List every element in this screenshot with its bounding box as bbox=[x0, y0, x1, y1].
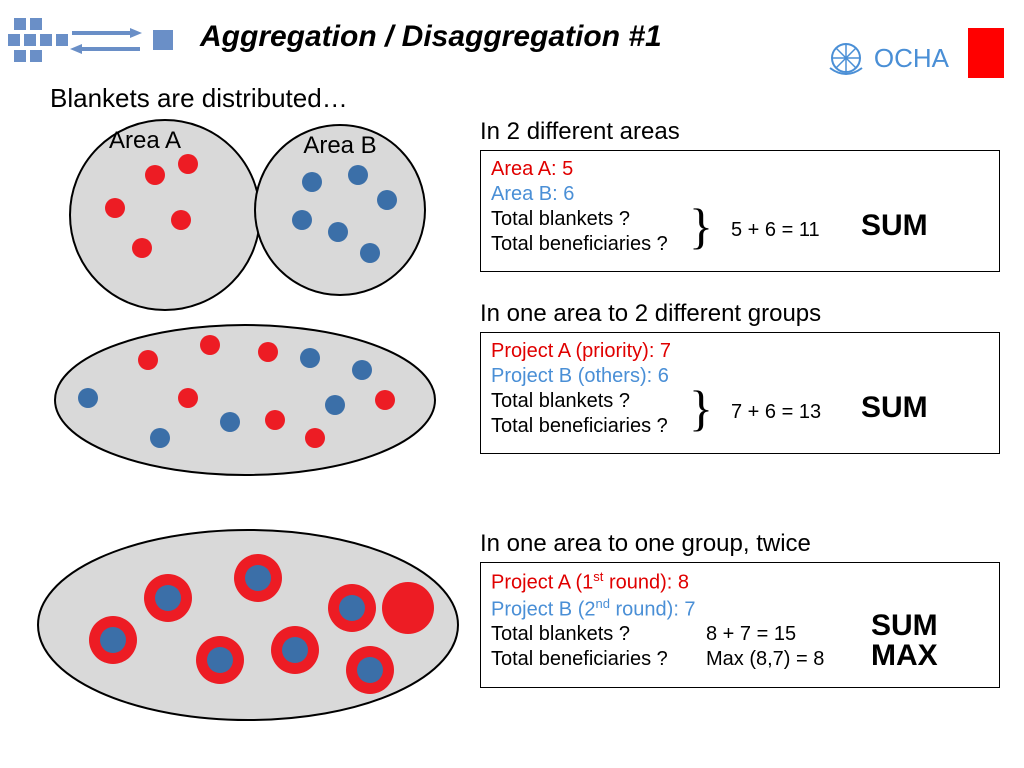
diagram-two-areas: Area A Area B bbox=[70, 120, 425, 310]
section2-op: SUM bbox=[861, 391, 928, 425]
section3-calc2: Max (8,7) = 8 bbox=[706, 648, 824, 671]
section2-box: Project A (priority): 7 Project B (other… bbox=[480, 332, 1000, 454]
section-two-areas: In 2 different areas Area A: 5 Area B: 6… bbox=[480, 118, 1000, 272]
diagram-twice bbox=[38, 530, 458, 720]
section1-header: In 2 different areas bbox=[480, 118, 1000, 146]
un-emblem-icon bbox=[826, 38, 866, 78]
section1-box: Area A: 5 Area B: 6 Total blankets ? Tot… bbox=[480, 150, 1000, 272]
section3-box: Project A (1st round): 8 Project B (2nd … bbox=[480, 562, 1000, 688]
diagrams-canvas: Area A Area B bbox=[0, 0, 470, 760]
brace-icon: } bbox=[689, 201, 713, 251]
red-rect-icon bbox=[968, 28, 1004, 78]
section3-op2: MAX bbox=[871, 639, 938, 673]
section-two-groups: In one area to 2 different groups Projec… bbox=[480, 300, 1000, 454]
section1-line-a: Area A: 5 bbox=[491, 157, 989, 182]
section1-line-b: Area B: 6 bbox=[491, 182, 989, 207]
ocha-logo: OCHA bbox=[826, 38, 949, 78]
section1-op: SUM bbox=[861, 209, 928, 243]
section2-line-a: Project A (priority): 7 bbox=[491, 339, 989, 364]
section2-line-b: Project B (others): 6 bbox=[491, 364, 989, 389]
section3-line-a: Project A (1st round): 8 bbox=[491, 569, 989, 596]
section3-op1: SUM bbox=[871, 609, 938, 643]
diagram-two-groups bbox=[55, 325, 435, 475]
section1-calc: 5 + 6 = 11 bbox=[731, 219, 820, 242]
section3-header: In one area to one group, twice bbox=[480, 530, 1000, 558]
section2-header: In one area to 2 different groups bbox=[480, 300, 1000, 328]
section-twice: In one area to one group, twice Project … bbox=[480, 530, 1000, 688]
section2-calc: 7 + 6 = 13 bbox=[731, 401, 821, 424]
brace-icon: } bbox=[689, 383, 713, 433]
section3-calc1: 8 + 7 = 15 bbox=[706, 623, 796, 646]
area-a-label: Area A bbox=[109, 127, 181, 154]
area-b-label: Area B bbox=[303, 132, 376, 159]
ocha-text: OCHA bbox=[874, 43, 949, 74]
